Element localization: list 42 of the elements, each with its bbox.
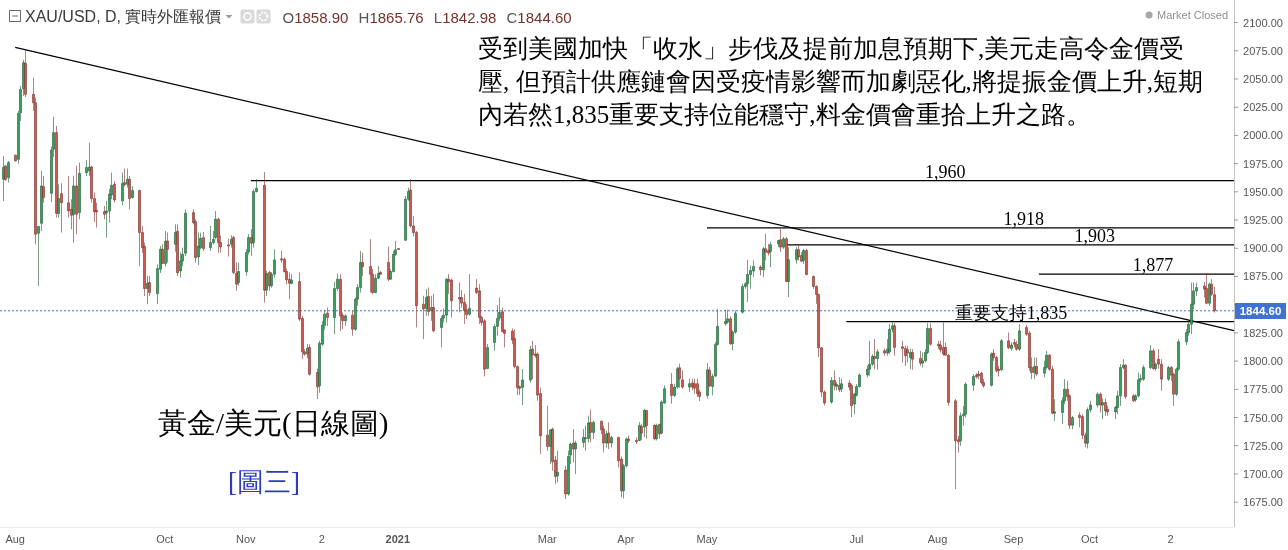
y-tick-label: 2100.00 [1243, 16, 1283, 29]
annotation: 受到美國加快「收水」步伐及提前加息預期下,美元走高令金價受壓, 但預計供應鏈會因受疫情影響而加劇惡化,將提振金價上升,短期內若然1,835重要支持位能穩守,料金價會重拾上升之路。 [478, 34, 1204, 130]
y-tick-label: 1925.00 [1243, 214, 1283, 227]
x-tick-label: Aug [927, 533, 948, 545]
y-tick-label: 1700.00 [1243, 467, 1283, 480]
y-tick-label: 1825.00 [1243, 326, 1283, 339]
x-tick-label: Jul [849, 533, 864, 545]
y-tick-label: 1675.00 [1243, 496, 1283, 509]
y-tick-label: 1775.00 [1243, 383, 1283, 396]
y-tick-label: 1950.00 [1243, 185, 1283, 198]
x-tick-label: Oct [1081, 533, 1099, 545]
annotation: 1,877 [1132, 255, 1174, 276]
annotation: 重要支持1,835 [954, 302, 1068, 323]
y-tick-label: 2025.00 [1243, 101, 1283, 114]
subtitle: [圖三] [228, 467, 300, 497]
x-tick-label: Apr [617, 533, 635, 545]
annotation: 1,918 [1003, 208, 1044, 229]
y-tick-label: 1900.00 [1243, 242, 1283, 255]
x-tick-label: Sep [1003, 533, 1024, 545]
title: 黃金/美元(日線圖) [158, 407, 389, 439]
x-tick-label: May [696, 533, 718, 545]
annotation: XAU/USD, D, 實時外匯報價 [25, 8, 222, 25]
x-tick-label: Nov [236, 533, 256, 545]
y-tick-label: 2075.00 [1243, 44, 1283, 57]
x-tick-label: 2021 [385, 533, 411, 545]
y-tick-label: 1750.00 [1243, 411, 1283, 424]
y-tick-label: 2000.00 [1243, 129, 1283, 142]
ref-line-label: 1844.60 [1235, 302, 1286, 319]
y-tick-label: 2050.00 [1243, 73, 1283, 85]
x-tick-label: 2 [1167, 533, 1174, 545]
annotation: O1858.90 H1865.76 L1842.98 C1844.60 [282, 8, 572, 25]
y-tick-label: 1725.00 [1243, 439, 1283, 452]
annotation: 1,903 [1074, 225, 1115, 246]
x-tick-label: Mar [537, 533, 557, 545]
y-tick-label: 1975.00 [1243, 157, 1283, 170]
y-tick-label: 1800.00 [1243, 355, 1283, 368]
x-tick-label: 2 [318, 533, 325, 545]
x-tick-label: Aug [5, 533, 25, 545]
annotation: Market Closed [1157, 9, 1228, 21]
y-tick-label: 1875.00 [1243, 270, 1283, 283]
x-tick-label: Oct [156, 533, 174, 545]
annotation: 1,960 [924, 161, 966, 182]
